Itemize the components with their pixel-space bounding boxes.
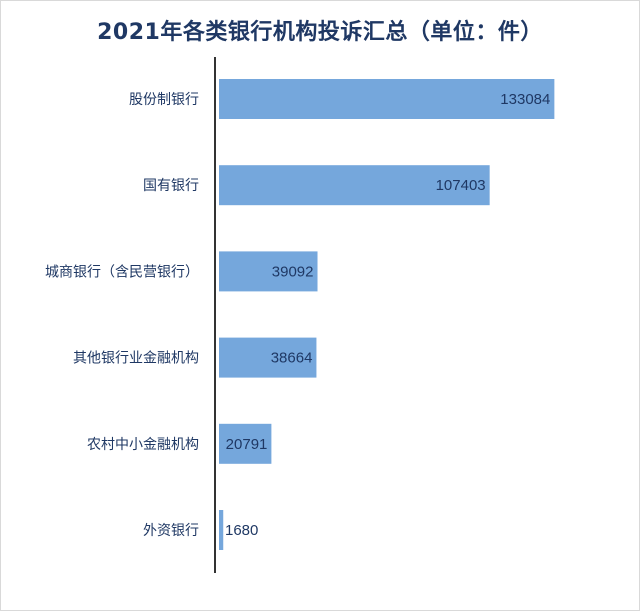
bar (219, 423, 272, 464)
data-label: 20791 (226, 436, 268, 453)
data-label: 38664 (271, 350, 313, 367)
bar (219, 79, 555, 119)
bar (219, 165, 490, 206)
category-label: 外资银行 (143, 523, 199, 539)
data-label: 133084 (500, 91, 550, 108)
category-label: 农村中小金融机构 (87, 437, 199, 453)
data-label: 107403 (436, 177, 486, 194)
bar (219, 251, 318, 292)
category-label: 国有银行 (143, 178, 199, 194)
category-label: 其他银行业金融机构 (73, 351, 199, 367)
category-label: 城商银行（含民营银行） (45, 264, 199, 280)
category-label: 股份制银行 (129, 92, 199, 108)
data-label: 1680 (225, 522, 258, 539)
bar (219, 510, 224, 550)
data-label: 39092 (272, 263, 314, 280)
bar (219, 337, 317, 378)
chart-title: 2021年各类银行机构投诉汇总（单位：件） (97, 20, 543, 45)
